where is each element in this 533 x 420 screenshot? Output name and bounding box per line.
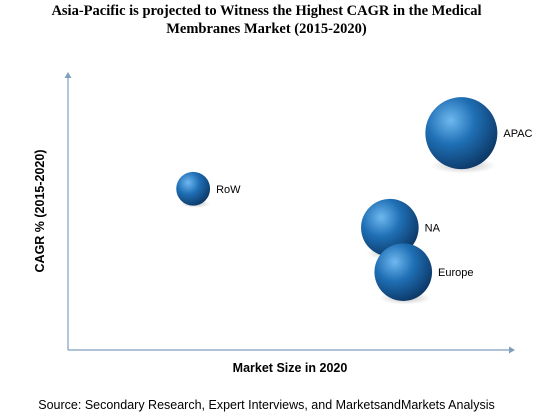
chart-title-line-1: Asia-Pacific is projected to Witness the… (51, 3, 482, 19)
bubble-na (361, 198, 419, 257)
bubble-label-row: RoW (216, 184, 241, 196)
x-axis-label: Market Size in 2020 (233, 361, 348, 375)
chart-title-line-2: Membranes Market (2015-2020) (166, 21, 367, 37)
bubble-europe (374, 243, 433, 301)
y-axis-label: CAGR % (2015-2020) (33, 150, 47, 273)
axes (64, 72, 515, 354)
bubble-label-na: NA (425, 223, 441, 235)
source-note: Source: Secondary Research, Expert Inter… (38, 398, 495, 412)
bubble-label-europe: Europe (438, 267, 473, 279)
bubble-apac (425, 97, 498, 170)
bubble-labels-layer: APAC RoW NA Europe (216, 128, 532, 279)
x-axis-arrow (509, 346, 515, 354)
bubble-label-apac: APAC (503, 128, 532, 140)
bubble-row (176, 171, 211, 206)
chart-title: Asia-Pacific is projected to Witness the… (0, 2, 533, 38)
bubbles-layer (176, 97, 498, 305)
y-axis-arrow (64, 72, 72, 78)
